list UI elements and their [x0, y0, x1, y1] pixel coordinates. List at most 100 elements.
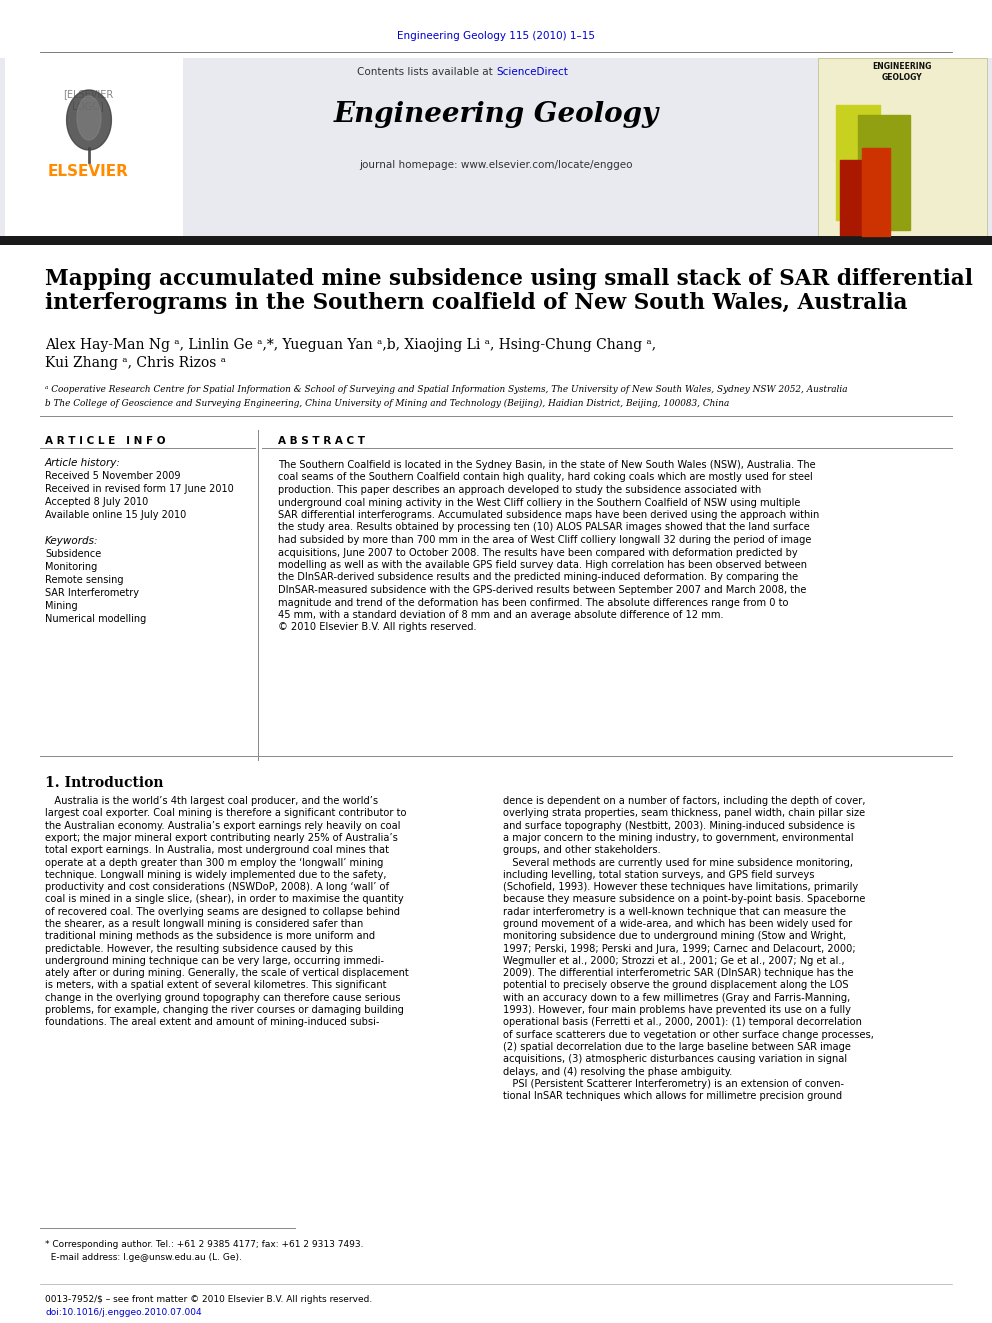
Text: [ELSEVIER
LOGO]: [ELSEVIER LOGO] [62, 89, 113, 111]
Text: ᵃ Cooperative Research Centre for Spatial Information & School of Surveying and : ᵃ Cooperative Research Centre for Spatia… [45, 385, 847, 394]
Text: 1993). However, four main problems have prevented its use on a fully: 1993). However, four main problems have … [503, 1005, 851, 1015]
Text: is meters, with a spatial extent of several kilometres. This significant: is meters, with a spatial extent of seve… [45, 980, 387, 991]
Text: A B S T R A C T: A B S T R A C T [278, 437, 365, 446]
Text: Article history:: Article history: [45, 458, 121, 468]
Text: acquisitions, (3) atmospheric disturbances causing variation in signal: acquisitions, (3) atmospheric disturbanc… [503, 1054, 847, 1064]
Text: 45 mm, with a standard deviation of 8 mm and an average absolute difference of 1: 45 mm, with a standard deviation of 8 mm… [278, 610, 723, 620]
Text: Accepted 8 July 2010: Accepted 8 July 2010 [45, 497, 148, 507]
Polygon shape [840, 160, 875, 235]
Text: doi:10.1016/j.enggeo.2010.07.004: doi:10.1016/j.enggeo.2010.07.004 [45, 1308, 201, 1316]
Text: Mapping accumulated mine subsidence using small stack of SAR differential: Mapping accumulated mine subsidence usin… [45, 269, 973, 290]
Text: Engineering Geology: Engineering Geology [333, 102, 659, 128]
Text: 1997; Perski, 1998; Perski and Jura, 1999; Carnec and Delacourt, 2000;: 1997; Perski, 1998; Perski and Jura, 199… [503, 943, 856, 954]
Text: change in the overlying ground topography can therefore cause serious: change in the overlying ground topograph… [45, 992, 401, 1003]
Text: delays, and (4) resolving the phase ambiguity.: delays, and (4) resolving the phase ambi… [503, 1066, 732, 1077]
Text: technique. Longwall mining is widely implemented due to the safety,: technique. Longwall mining is widely imp… [45, 869, 387, 880]
Text: ELSEVIER: ELSEVIER [48, 164, 128, 180]
Text: SAR Interferometry: SAR Interferometry [45, 587, 139, 598]
Text: with an accuracy down to a few millimetres (Gray and Farris-Manning,: with an accuracy down to a few millimetr… [503, 992, 850, 1003]
Text: the Australian economy. Australia’s export earnings rely heavily on coal: the Australian economy. Australia’s expo… [45, 820, 401, 831]
Text: (2) spatial decorrelation due to the large baseline between SAR image: (2) spatial decorrelation due to the lar… [503, 1043, 851, 1052]
Text: ately after or during mining. Generally, the scale of vertical displacement: ately after or during mining. Generally,… [45, 968, 409, 978]
Text: radar interferometry is a well-known technique that can measure the: radar interferometry is a well-known tec… [503, 906, 846, 917]
Text: production. This paper describes an approach developed to study the subsidence a: production. This paper describes an appr… [278, 486, 761, 495]
Text: Engineering Geology 115 (2010) 1–15: Engineering Geology 115 (2010) 1–15 [397, 30, 595, 41]
Text: of surface scatterers due to vegetation or other surface change processes,: of surface scatterers due to vegetation … [503, 1029, 874, 1040]
Text: Kui Zhang ᵃ, Chris Rizos ᵃ: Kui Zhang ᵃ, Chris Rizos ᵃ [45, 356, 226, 370]
Text: the study area. Results obtained by processing ten (10) ALOS PALSAR images showe: the study area. Results obtained by proc… [278, 523, 809, 532]
Bar [0, 58, 992, 235]
Polygon shape [66, 90, 111, 149]
Text: Subsidence: Subsidence [45, 549, 101, 560]
Text: E-mail address: l.ge@unsw.edu.au (L. Ge).: E-mail address: l.ge@unsw.edu.au (L. Ge)… [45, 1253, 242, 1262]
Text: © 2010 Elsevier B.V. All rights reserved.: © 2010 Elsevier B.V. All rights reserved… [278, 623, 476, 632]
Text: the shearer, as a result longwall mining is considered safer than: the shearer, as a result longwall mining… [45, 919, 363, 929]
Text: Alex Hay-Man Ng ᵃ, Linlin Ge ᵃ,*, Yueguan Yan ᵃ,b, Xiaojing Li ᵃ, Hsing-Chung Ch: Alex Hay-Man Ng ᵃ, Linlin Ge ᵃ,*, Yuegua… [45, 337, 656, 352]
Text: 0013-7952/$ – see front matter © 2010 Elsevier B.V. All rights reserved.: 0013-7952/$ – see front matter © 2010 El… [45, 1295, 372, 1304]
Bar [5, 58, 183, 235]
Text: productivity and cost considerations (NSWDoP, 2008). A long ‘wall’ of: productivity and cost considerations (NS… [45, 882, 389, 892]
Text: foundations. The areal extent and amount of mining-induced subsi-: foundations. The areal extent and amount… [45, 1017, 380, 1028]
Text: Mining: Mining [45, 601, 77, 611]
Text: magnitude and trend of the deformation has been confirmed. The absolute differen: magnitude and trend of the deformation h… [278, 598, 789, 607]
Text: groups, and other stakeholders.: groups, and other stakeholders. [503, 845, 661, 855]
Text: journal homepage: www.elsevier.com/locate/enggeo: journal homepage: www.elsevier.com/locat… [359, 160, 633, 169]
Text: traditional mining methods as the subsidence is more uniform and: traditional mining methods as the subsid… [45, 931, 375, 941]
Text: underground coal mining activity in the West Cliff colliery in the Southern Coal: underground coal mining activity in the … [278, 497, 801, 508]
Text: ScienceDirect: ScienceDirect [496, 67, 567, 77]
Text: acquisitions, June 2007 to October 2008. The results have been compared with def: acquisitions, June 2007 to October 2008.… [278, 548, 798, 557]
Text: coal seams of the Southern Coalfield contain high quality, hard coking coals whi: coal seams of the Southern Coalfield con… [278, 472, 812, 483]
Text: and surface topography (Nestbitt, 2003). Mining-induced subsidence is: and surface topography (Nestbitt, 2003).… [503, 820, 855, 831]
Text: because they measure subsidence on a point-by-point basis. Spaceborne: because they measure subsidence on a poi… [503, 894, 865, 905]
Text: (Schofield, 1993). However these techniques have limitations, primarily: (Schofield, 1993). However these techniq… [503, 882, 858, 892]
Text: potential to precisely observe the ground displacement along the LOS: potential to precisely observe the groun… [503, 980, 848, 991]
Text: coal is mined in a single slice, (shear), in order to maximise the quantity: coal is mined in a single slice, (shear)… [45, 894, 404, 905]
Text: underground mining technique can be very large, occurring immedi-: underground mining technique can be very… [45, 957, 384, 966]
Text: PSI (Persistent Scatterer Interferometry) is an extension of conven-: PSI (Persistent Scatterer Interferometry… [503, 1078, 844, 1089]
Text: Several methods are currently used for mine subsidence monitoring,: Several methods are currently used for m… [503, 857, 853, 868]
Text: 2009). The differential interferometric SAR (DInSAR) technique has the: 2009). The differential interferometric … [503, 968, 853, 978]
Text: operate at a depth greater than 300 m employ the ‘longwall’ mining: operate at a depth greater than 300 m em… [45, 857, 383, 868]
Text: export; the major mineral export contributing nearly 25% of Australia’s: export; the major mineral export contrib… [45, 833, 398, 843]
Text: problems, for example, changing the river courses or damaging building: problems, for example, changing the rive… [45, 1005, 404, 1015]
Text: ground movement of a wide-area, and which has been widely used for: ground movement of a wide-area, and whic… [503, 919, 852, 929]
Text: Keywords:: Keywords: [45, 536, 98, 546]
Text: overlying strata properties, seam thickness, panel width, chain pillar size: overlying strata properties, seam thickn… [503, 808, 865, 819]
Text: A R T I C L E   I N F O: A R T I C L E I N F O [45, 437, 166, 446]
Text: dence is dependent on a number of factors, including the depth of cover,: dence is dependent on a number of factor… [503, 796, 865, 806]
Text: * Corresponding author. Tel.: +61 2 9385 4177; fax: +61 2 9313 7493.: * Corresponding author. Tel.: +61 2 9385… [45, 1240, 363, 1249]
Text: predictable. However, the resulting subsidence caused by this: predictable. However, the resulting subs… [45, 943, 353, 954]
Text: DInSAR-measured subsidence with the GPS-derived results between September 2007 a: DInSAR-measured subsidence with the GPS-… [278, 585, 806, 595]
Polygon shape [858, 115, 910, 230]
Text: the DInSAR-derived subsidence results and the predicted mining-induced deformati: the DInSAR-derived subsidence results an… [278, 573, 799, 582]
Text: total export earnings. In Australia, most underground coal mines that: total export earnings. In Australia, mos… [45, 845, 389, 855]
Text: Remote sensing: Remote sensing [45, 576, 123, 585]
Text: Received in revised form 17 June 2010: Received in revised form 17 June 2010 [45, 484, 234, 493]
Text: a major concern to the mining industry, to government, environmental: a major concern to the mining industry, … [503, 833, 854, 843]
Text: 1. Introduction: 1. Introduction [45, 777, 164, 790]
Text: modelling as well as with the available GPS field survey data. High correlation : modelling as well as with the available … [278, 560, 807, 570]
Text: The Southern Coalfield is located in the Sydney Basin, in the state of New South: The Southern Coalfield is located in the… [278, 460, 815, 470]
Text: b The College of Geoscience and Surveying Engineering, China University of Minin: b The College of Geoscience and Surveyin… [45, 400, 729, 407]
Text: including levelling, total station surveys, and GPS field surveys: including levelling, total station surve… [503, 869, 814, 880]
Text: largest coal exporter. Coal mining is therefore a significant contributor to: largest coal exporter. Coal mining is th… [45, 808, 407, 819]
Text: monitoring subsidence due to underground mining (Stow and Wright,: monitoring subsidence due to underground… [503, 931, 846, 941]
Text: Available online 15 July 2010: Available online 15 July 2010 [45, 509, 186, 520]
Text: Australia is the world’s 4th largest coal producer, and the world’s: Australia is the world’s 4th largest coa… [45, 796, 378, 806]
Text: Wegmuller et al., 2000; Strozzi et al., 2001; Ge et al., 2007; Ng et al.,: Wegmuller et al., 2000; Strozzi et al., … [503, 957, 844, 966]
Text: tional InSAR techniques which allows for millimetre precision ground: tional InSAR techniques which allows for… [503, 1091, 842, 1101]
Polygon shape [862, 148, 890, 235]
Text: Monitoring: Monitoring [45, 562, 97, 572]
Text: interferograms in the Southern coalfield of New South Wales, Australia: interferograms in the Southern coalfield… [45, 292, 908, 314]
Bar [0, 235, 992, 245]
Text: ENGINEERING
GEOLOGY: ENGINEERING GEOLOGY [872, 62, 931, 82]
Text: Contents lists available at: Contents lists available at [357, 67, 496, 77]
Text: operational basis (Ferretti et al., 2000, 2001): (1) temporal decorrelation: operational basis (Ferretti et al., 2000… [503, 1017, 862, 1028]
Text: Numerical modelling: Numerical modelling [45, 614, 146, 624]
Polygon shape [836, 105, 880, 220]
Text: had subsided by more than 700 mm in the area of West Cliff colliery longwall 32 : had subsided by more than 700 mm in the … [278, 534, 811, 545]
Polygon shape [77, 97, 101, 140]
Text: SAR differential interferograms. Accumulated subsidence maps have been derived u: SAR differential interferograms. Accumul… [278, 509, 819, 520]
Text: of recovered coal. The overlying seams are designed to collapse behind: of recovered coal. The overlying seams a… [45, 906, 400, 917]
Text: Received 5 November 2009: Received 5 November 2009 [45, 471, 181, 482]
